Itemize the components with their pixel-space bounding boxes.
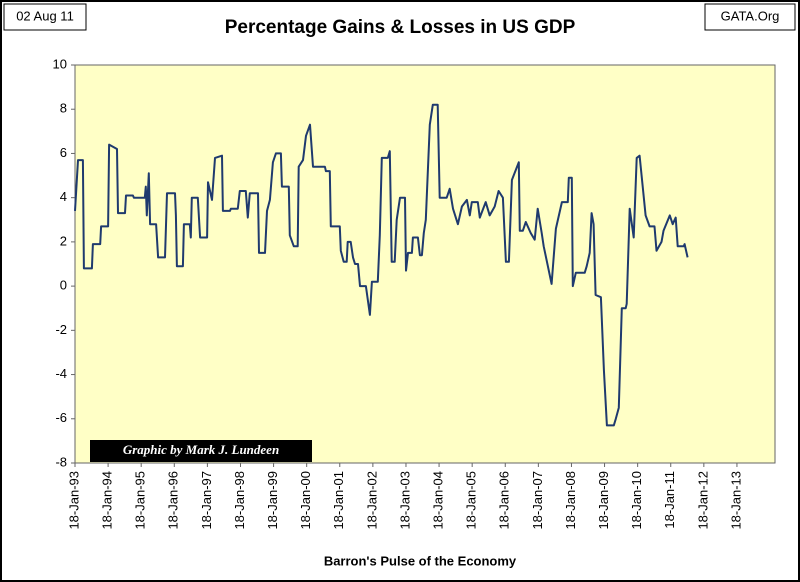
x-tick-label: 18-Jan-11 xyxy=(662,471,677,529)
source: GATA.Org xyxy=(721,8,780,23)
annotation-box xyxy=(90,440,312,462)
x-tick-label: 18-Jan-97 xyxy=(199,471,214,530)
y-tick-label: -4 xyxy=(55,366,67,381)
source-box xyxy=(704,3,796,31)
x-tick-label: 18-Jan-10 xyxy=(629,471,644,530)
y-tick-label: -2 xyxy=(55,322,67,337)
x-tick-label: 18-Jan-04 xyxy=(431,471,446,530)
x-tick-label: 18-Jan-02 xyxy=(364,471,379,530)
plot-area xyxy=(74,64,776,464)
x-tick-label: 18-Jan-93 xyxy=(66,471,81,530)
x-tick-label: 18-Jan-08 xyxy=(563,471,578,530)
x-tick-label: 18-Jan-07 xyxy=(530,471,545,530)
x-tick-label: 18-Jan-06 xyxy=(497,471,512,530)
data-line xyxy=(74,103,689,427)
y-tick-label: -8 xyxy=(55,454,67,469)
annotation: Graphic by Mark J. Lundeen xyxy=(123,442,279,457)
x-tick-label: 18-Jan-01 xyxy=(331,471,346,530)
y-tick-label: -6 xyxy=(55,410,67,425)
x-tick-label: 18-Jan-95 xyxy=(133,471,148,530)
chart-title: Percentage Gains & Losses in US GDP xyxy=(225,17,576,38)
y-tick-label: 2 xyxy=(60,233,67,248)
x-tick-label: 18-Jan-05 xyxy=(464,471,479,530)
date-box xyxy=(3,3,87,31)
x-axis-label: Barron's Pulse of the Economy xyxy=(324,553,517,568)
y-tick-label: 0 xyxy=(60,278,67,293)
x-tick-label: 18-Jan-98 xyxy=(232,471,247,530)
x-tick-label: 18-Jan-03 xyxy=(397,471,412,530)
y-tick-label: 10 xyxy=(53,56,67,71)
x-tick-label: 18-Jan-94 xyxy=(100,471,115,530)
x-tick-label: 18-Jan-13 xyxy=(728,471,743,530)
x-tick-label: 18-Jan-12 xyxy=(695,471,710,530)
y-tick-label: 6 xyxy=(60,145,67,160)
x-tick-label: 18-Jan-96 xyxy=(166,471,181,530)
x-tick-label: 18-Jan-09 xyxy=(596,471,611,530)
x-tick-label: 18-Jan-00 xyxy=(298,471,313,530)
y-tick-label: 4 xyxy=(60,189,67,204)
date: 02 Aug 11 xyxy=(16,8,74,23)
y-tick-label: 8 xyxy=(60,101,67,116)
x-tick-label: 18-Jan-99 xyxy=(265,471,280,530)
